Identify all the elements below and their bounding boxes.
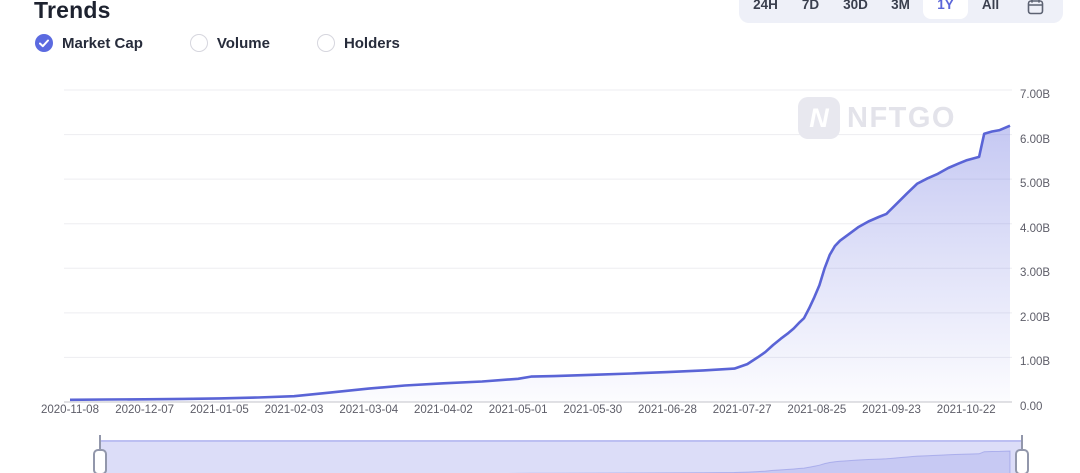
range-button-all[interactable]: All bbox=[968, 0, 1013, 19]
x-axis-label: 2020-12-07 bbox=[115, 404, 175, 416]
range-button-24h[interactable]: 24H bbox=[743, 0, 788, 19]
scrubber-left-handle[interactable] bbox=[93, 449, 107, 473]
timeline-scrubber[interactable] bbox=[100, 440, 1022, 473]
left-handle-stem bbox=[99, 435, 101, 450]
metric-label: Volume bbox=[216, 34, 270, 52]
metric-radio-group: Market Cap Volume Holders bbox=[35, 34, 400, 52]
x-axis-label: 2021-07-27 bbox=[712, 404, 772, 416]
time-range-selector: 24H 7D 30D 3M 1Y All bbox=[739, 0, 1063, 23]
metric-label: Holders bbox=[343, 34, 400, 52]
metric-tab-holders[interactable]: Holders bbox=[316, 34, 400, 52]
scrubber-right-handle[interactable] bbox=[1015, 449, 1029, 473]
y-axis-label: 1.00B bbox=[1020, 356, 1051, 369]
radio-unchecked-icon[interactable] bbox=[189, 34, 208, 52]
radio-checked-icon[interactable] bbox=[35, 34, 53, 52]
x-axis-label: 2020-11-08 bbox=[41, 404, 99, 416]
y-axis-label: 6.00B bbox=[1020, 133, 1051, 146]
y-axis-label: 2.00B bbox=[1020, 311, 1051, 324]
y-axis-label: 0.00 bbox=[1020, 401, 1043, 413]
x-axis-label: 2021-04-02 bbox=[414, 404, 473, 416]
x-axis-label: 2021-05-30 bbox=[563, 404, 623, 416]
x-axis-label: 2021-09-23 bbox=[862, 404, 921, 416]
x-axis-label: 2021-03-04 bbox=[339, 404, 399, 416]
y-axis-label: 5.00B bbox=[1020, 178, 1051, 191]
y-axis-label: 4.00B bbox=[1020, 222, 1051, 235]
range-button-7d[interactable]: 7D bbox=[788, 0, 833, 19]
x-axis-label: 2021-02-03 bbox=[264, 404, 324, 416]
scrubber-area-fill bbox=[506, 450, 1011, 473]
range-button-30d[interactable]: 30D bbox=[833, 0, 878, 19]
metric-tab-market-cap[interactable]: Market Cap bbox=[35, 34, 143, 52]
metric-tab-volume[interactable]: Volume bbox=[189, 34, 270, 52]
page-title: Trends bbox=[34, 0, 111, 23]
market-cap-line bbox=[69, 124, 1011, 402]
metric-label: Market Cap bbox=[62, 34, 143, 52]
x-axis-label: 2021-06-28 bbox=[638, 404, 697, 416]
x-axis-label: 2021-08-25 bbox=[787, 404, 847, 416]
radio-unchecked-icon[interactable] bbox=[316, 34, 335, 52]
y-axis-label: 3.00B bbox=[1020, 267, 1051, 280]
range-button-1y[interactable]: 1Y bbox=[923, 0, 968, 19]
x-axis-label: 2021-01-05 bbox=[189, 404, 249, 416]
x-axis-label: 2021-10-22 bbox=[936, 404, 996, 416]
x-axis-label: 2021-05-01 bbox=[488, 404, 548, 416]
y-axis-label: 7.00B bbox=[1020, 89, 1051, 101]
scrubber-mini-chart bbox=[506, 450, 1011, 473]
right-handle-stem bbox=[1021, 435, 1023, 450]
range-button-3m[interactable]: 3M bbox=[878, 0, 923, 19]
calendar-icon[interactable] bbox=[1013, 0, 1058, 19]
market-cap-area-chart[interactable] bbox=[0, 0, 1080, 435]
market-cap-area-fill bbox=[70, 125, 1010, 402]
